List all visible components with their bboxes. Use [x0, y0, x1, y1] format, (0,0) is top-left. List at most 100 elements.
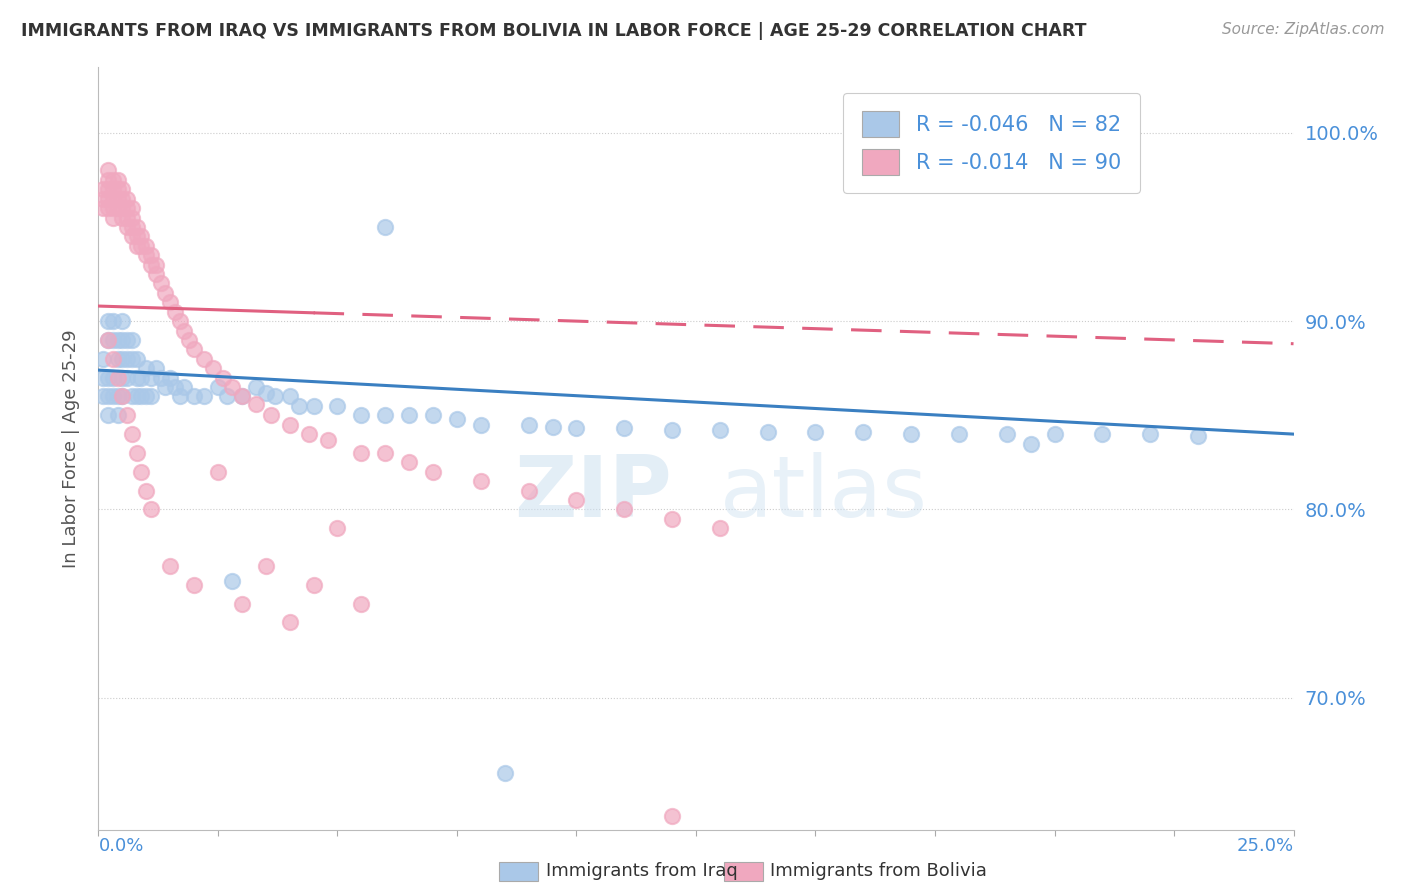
Point [193, 389, 215, 403]
Point [756, 425, 779, 440]
Point [302, 399, 325, 413]
Point [91, 351, 114, 366]
Point [125, 229, 148, 244]
Point [278, 389, 301, 403]
Point [900, 427, 922, 442]
Point [149, 370, 172, 384]
Point [517, 417, 540, 432]
Point [1139, 427, 1161, 442]
Point [97, 173, 120, 187]
Point [163, 304, 186, 318]
Point [231, 597, 253, 611]
Text: Source: ZipAtlas.com: Source: ZipAtlas.com [1222, 22, 1385, 37]
Point [131, 239, 153, 253]
Point [139, 389, 162, 403]
Point [101, 370, 124, 384]
Point [565, 493, 588, 508]
Point [207, 380, 229, 394]
Point [101, 211, 124, 225]
Point [91, 389, 114, 403]
Point [517, 483, 540, 498]
Point [111, 370, 134, 384]
Point [446, 412, 468, 426]
Text: 0.0%: 0.0% [98, 837, 143, 855]
Point [155, 285, 177, 300]
Point [231, 389, 253, 403]
Point [101, 192, 124, 206]
Point [159, 370, 181, 384]
Point [115, 219, 138, 234]
Point [422, 409, 444, 423]
Point [948, 427, 970, 442]
Point [101, 333, 124, 347]
Point [101, 201, 124, 215]
Point [183, 343, 205, 357]
Point [115, 192, 138, 206]
Point [115, 201, 138, 215]
Point [202, 361, 225, 376]
Point [207, 465, 229, 479]
Point [398, 409, 420, 423]
Point [245, 397, 267, 411]
Point [350, 446, 373, 460]
Point [179, 333, 201, 347]
Point [97, 370, 120, 384]
Point [121, 351, 143, 366]
Point [259, 409, 281, 423]
Point [101, 173, 124, 187]
Point [173, 324, 195, 338]
Point [264, 389, 287, 403]
Point [159, 295, 181, 310]
Point [111, 351, 134, 366]
Text: Immigrants from Bolivia: Immigrants from Bolivia [770, 863, 987, 880]
Point [125, 370, 148, 384]
Point [111, 192, 134, 206]
Point [278, 417, 301, 432]
Point [91, 192, 114, 206]
Point [125, 446, 148, 460]
Text: ZIP: ZIP [515, 452, 672, 535]
Point [541, 419, 564, 434]
Text: atlas: atlas [720, 452, 928, 535]
Point [131, 370, 153, 384]
Point [97, 192, 120, 206]
Point [565, 421, 588, 435]
Point [115, 351, 138, 366]
Point [121, 229, 143, 244]
Point [91, 182, 114, 196]
Point [145, 361, 167, 376]
Point [91, 201, 114, 215]
Point [221, 380, 243, 394]
Point [101, 389, 124, 403]
Point [470, 417, 492, 432]
Point [111, 333, 134, 347]
Point [163, 380, 186, 394]
Point [139, 248, 162, 262]
Point [398, 455, 420, 469]
Point [661, 809, 683, 823]
Point [115, 409, 138, 423]
Point [470, 474, 492, 488]
Point [1019, 436, 1042, 450]
Point [97, 201, 120, 215]
Point [245, 380, 267, 394]
Point [494, 766, 516, 780]
Point [125, 219, 148, 234]
Point [101, 182, 124, 196]
Point [121, 211, 143, 225]
Y-axis label: In Labor Force | Age 25-29: In Labor Force | Age 25-29 [62, 329, 80, 567]
Point [159, 558, 181, 573]
Point [121, 389, 143, 403]
Text: 25.0%: 25.0% [1236, 837, 1294, 855]
Point [149, 277, 172, 291]
Point [193, 351, 215, 366]
Point [111, 211, 134, 225]
Point [145, 267, 167, 281]
Point [107, 182, 129, 196]
Point [709, 423, 731, 437]
Point [121, 219, 143, 234]
Point [121, 333, 143, 347]
Point [97, 182, 120, 196]
Point [231, 389, 253, 403]
Point [97, 409, 120, 423]
